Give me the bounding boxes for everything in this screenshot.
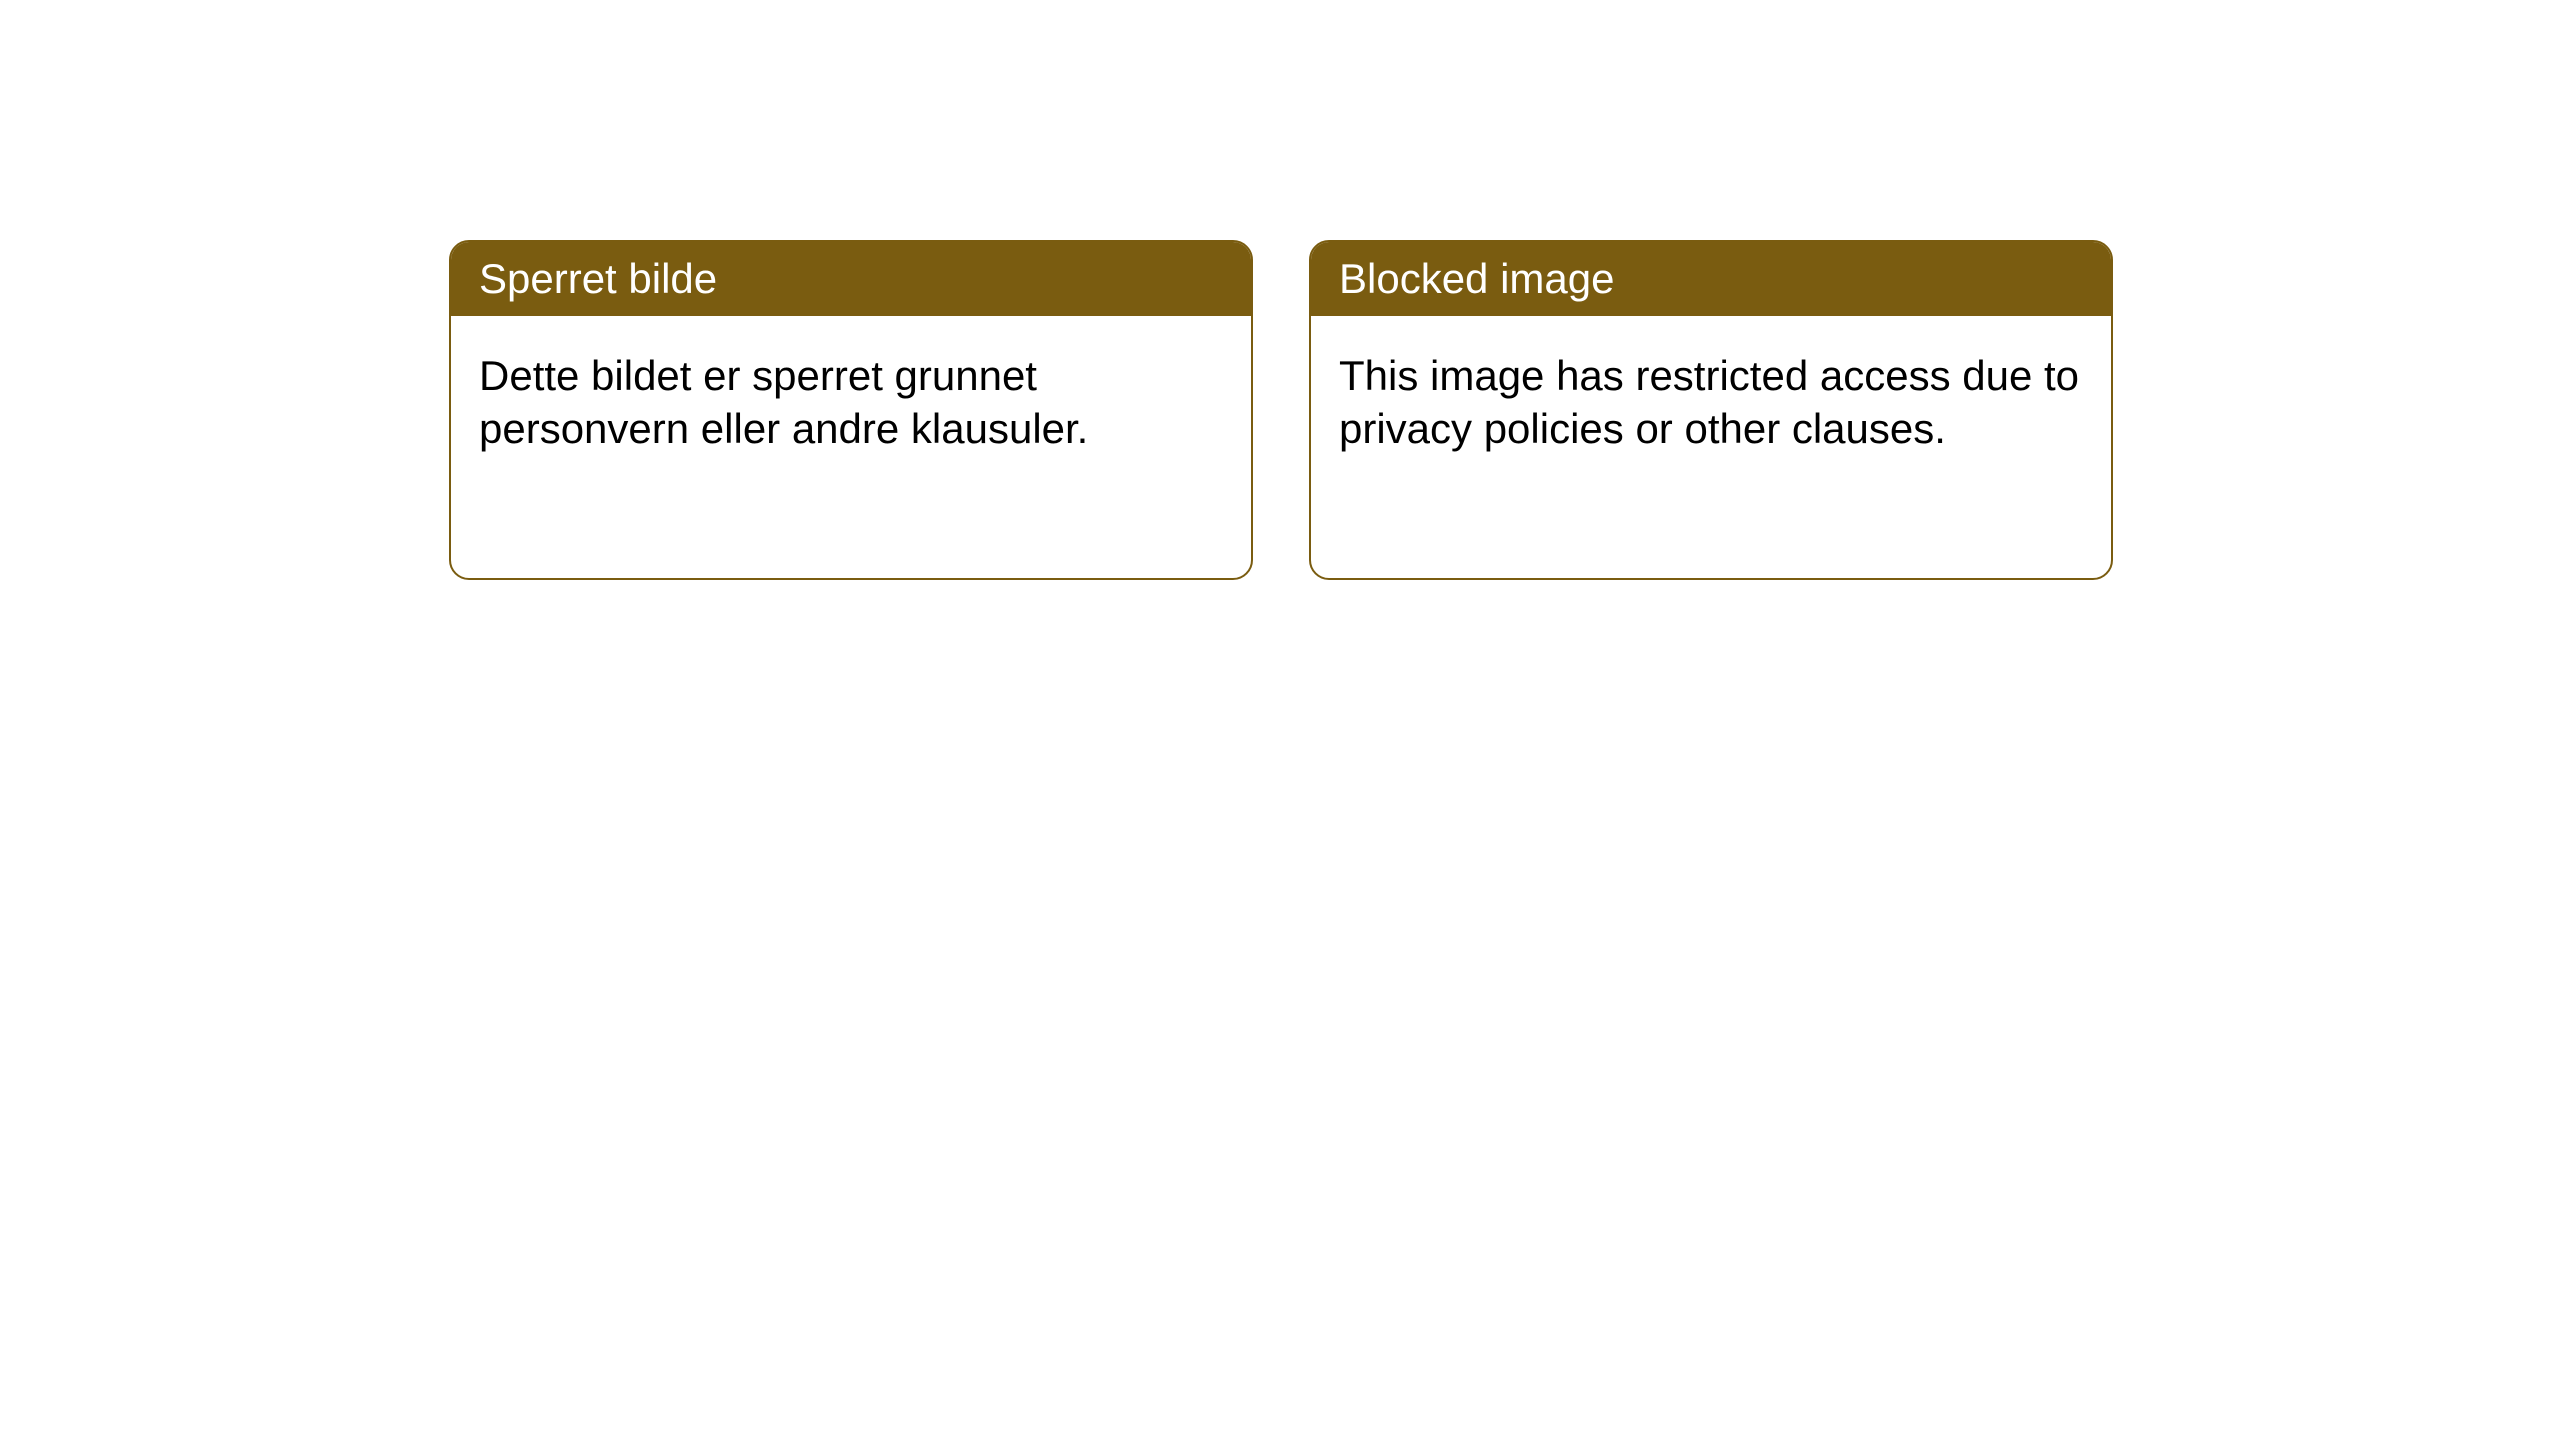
card-title: Blocked image	[1339, 255, 1614, 302]
card-header: Blocked image	[1311, 242, 2111, 316]
card-body-text: This image has restricted access due to …	[1339, 352, 2079, 452]
blocked-image-card-no: Sperret bilde Dette bildet er sperret gr…	[449, 240, 1253, 580]
blocked-image-notice-container: Sperret bilde Dette bildet er sperret gr…	[449, 240, 2113, 580]
card-header: Sperret bilde	[451, 242, 1251, 316]
card-body-text: Dette bildet er sperret grunnet personve…	[479, 352, 1088, 452]
card-body: Dette bildet er sperret grunnet personve…	[451, 316, 1251, 489]
card-title: Sperret bilde	[479, 255, 717, 302]
card-body: This image has restricted access due to …	[1311, 316, 2111, 489]
blocked-image-card-en: Blocked image This image has restricted …	[1309, 240, 2113, 580]
